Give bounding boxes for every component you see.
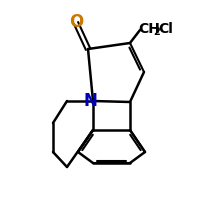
Text: 2: 2 xyxy=(153,27,160,37)
Text: O: O xyxy=(69,13,83,31)
Text: CH: CH xyxy=(138,22,160,36)
Text: N: N xyxy=(83,92,97,110)
Text: Cl: Cl xyxy=(158,22,173,36)
